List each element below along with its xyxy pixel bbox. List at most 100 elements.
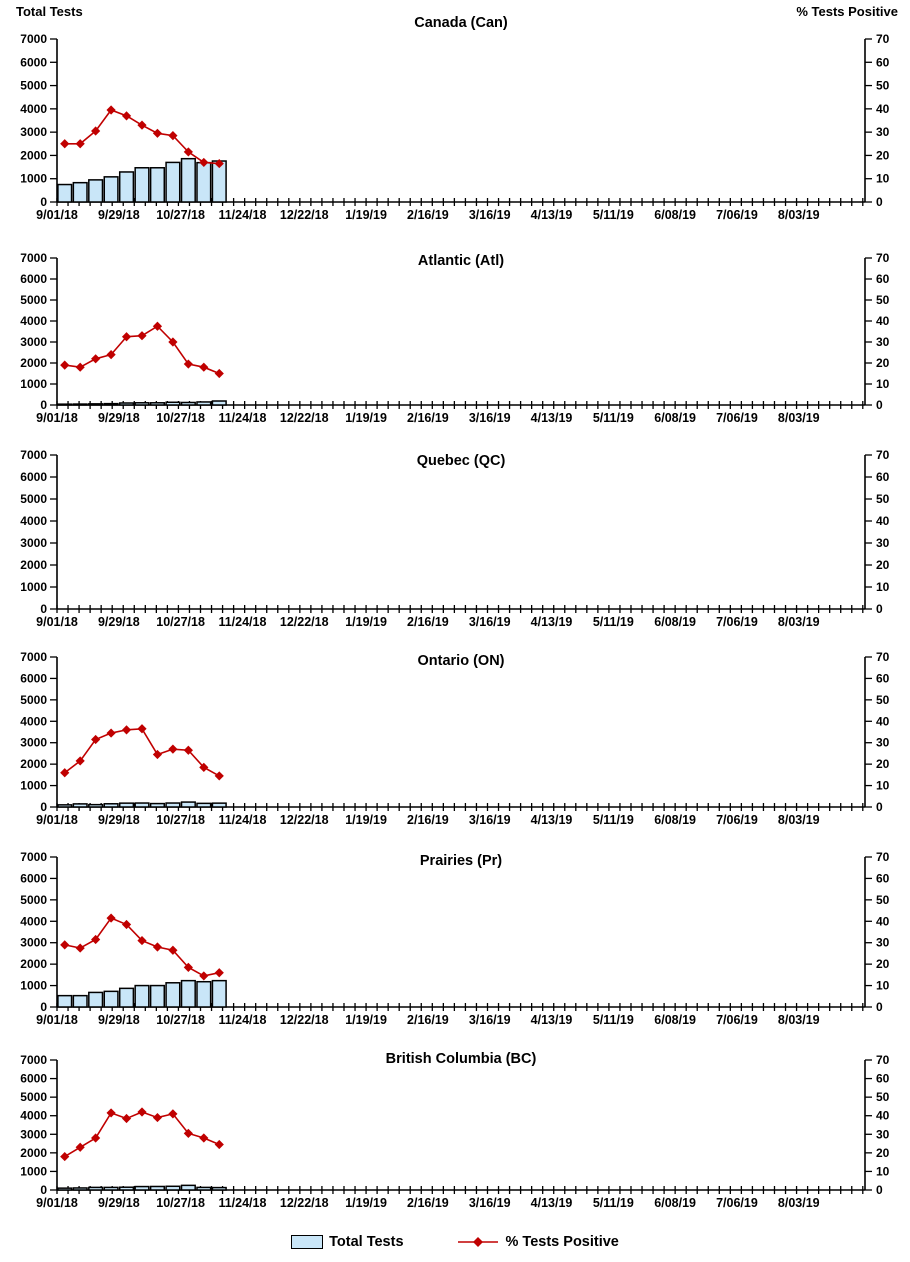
bar-week-5	[134, 1185, 150, 1191]
x-axis-label: 9/01/18	[36, 411, 78, 425]
line-marker-week-8	[183, 745, 193, 755]
bar-week-10	[211, 1186, 227, 1191]
line-marker-week-1	[75, 139, 85, 149]
left-tick-label: 2000	[20, 757, 47, 771]
left-tick-label: 5000	[20, 1090, 47, 1104]
line-marker-week-2	[91, 734, 101, 745]
pct-positive-line	[60, 1107, 224, 1162]
right-tick-label: 60	[876, 1072, 890, 1086]
left-tick-label: 7000	[20, 448, 47, 462]
bar-week-9	[196, 401, 212, 406]
line-marker-week-7	[168, 337, 178, 347]
chart-canada: Canada (Can) Total Tests % Tests Positive 0…	[0, 0, 910, 232]
x-axis-label: 10/27/18	[156, 615, 205, 629]
right-tick-label: 40	[876, 314, 890, 328]
line-marker-week-5	[137, 1107, 147, 1117]
right-tick-label: 20	[876, 558, 890, 572]
x-axis-label: 3/16/19	[469, 1013, 511, 1027]
chart-svg-3: Ontario (ON)0100020003000400050006000700…	[20, 650, 890, 827]
bar-swatch-icon	[291, 1235, 324, 1249]
line-marker-week-3	[106, 105, 116, 115]
bar-week-0	[57, 994, 73, 1008]
bar-week-7	[165, 982, 181, 1008]
bar-week-3	[103, 176, 119, 203]
left-tick-label: 6000	[20, 671, 47, 685]
left-tick-label: 4000	[20, 714, 47, 728]
right-tick-label: 0	[876, 800, 883, 814]
x-axis-label: 4/13/19	[531, 615, 573, 629]
line-marker-week-1	[75, 943, 85, 953]
x-axis-label: 3/16/19	[469, 208, 511, 222]
legend-label-pct-positive: % Tests Positive	[505, 1234, 619, 1250]
right-tick-label: 20	[876, 957, 890, 971]
bar-week-8	[180, 157, 196, 203]
chart-ontario: Ontario (ON) 0 1000 2000 3000 4000 5000 6000 700…	[0, 632, 910, 832]
line-marker-week-2	[91, 354, 101, 364]
chart-svg-4: Prairies (Pr) 0 1000 2000 3000 4000 5000 6000 70…	[20, 850, 890, 1027]
right-tick-label: 30	[876, 936, 890, 950]
chart-title: British Columbia (BC)	[386, 1051, 537, 1067]
right-tick-label: 20	[876, 148, 890, 162]
left-tick-label: 6000	[20, 272, 47, 286]
chart-prairies: Prairies (Pr) 0 1000 2000 3000 4000 5000 6000 70…	[0, 832, 910, 1032]
x-axis-label: 1/19/19	[345, 411, 387, 425]
bar-week-10	[211, 979, 227, 1008]
line-marker-week-7	[168, 1109, 178, 1119]
legend-item-pct-positive: % Tests Positive	[456, 1234, 619, 1250]
left-tick-label: 1000	[20, 580, 47, 594]
left-tick-label: 5000	[20, 293, 47, 307]
axis-ticks	[50, 38, 872, 206]
axis-ticks	[50, 656, 872, 811]
legend-item-total-tests: Total Tests	[291, 1234, 404, 1250]
x-axis-label: 12/22/18	[280, 208, 329, 222]
right-tick-label: 0	[876, 1183, 883, 1197]
x-axis-label: 5/11/19	[593, 1196, 634, 1210]
x-axis-label: 9/29/18	[98, 1196, 140, 1210]
line-marker-week-5	[137, 724, 147, 734]
right-tick-label: 30	[876, 335, 890, 349]
left-tick-label: 7000	[20, 650, 47, 664]
x-axis-label: 1/19/19	[345, 615, 387, 629]
line-marker-week-6	[152, 1112, 163, 1123]
axis-ticks	[50, 454, 872, 613]
line-marker-week-4	[121, 111, 132, 121]
left-tick-label: 7000	[20, 32, 47, 46]
x-axis-label: 5/11/19	[593, 813, 634, 827]
left-axis-title: Total Tests	[16, 4, 83, 19]
right-tick-label: 40	[876, 514, 890, 528]
bar-week-0	[57, 183, 73, 203]
line-marker-week-0	[60, 940, 70, 950]
line-marker-week-9	[199, 157, 209, 168]
chart-title: Atlantic (Atl)	[418, 253, 504, 269]
line-marker-week-10	[214, 968, 224, 978]
bar-week-3	[103, 803, 119, 808]
axes	[56, 657, 866, 808]
line-marker-week-2	[91, 1133, 101, 1143]
bar-week-0	[57, 804, 73, 808]
line-marker-week-8	[183, 359, 193, 369]
line-marker-week-8	[183, 147, 193, 157]
x-axis-label: 8/03/19	[778, 1196, 820, 1210]
right-tick-label: 50	[876, 293, 890, 307]
bar-week-4	[118, 1186, 135, 1191]
x-axis-label: 9/01/18	[36, 813, 78, 827]
bar-week-3	[103, 990, 119, 1008]
chart-title: Ontario (ON)	[418, 653, 505, 669]
bar-week-7	[165, 161, 181, 203]
bar-week-8	[180, 801, 196, 808]
right-tick-label: 50	[876, 1090, 890, 1104]
x-axis-label: 8/03/19	[778, 813, 820, 827]
x-axis-label: 11/24/18	[218, 411, 266, 425]
line-marker-week-6	[152, 749, 163, 760]
bar-week-6	[149, 402, 166, 406]
left-tick-label: 3000	[20, 1127, 47, 1141]
x-axis-label: 4/13/19	[531, 813, 573, 827]
right-tick-label: 50	[876, 693, 890, 707]
bar-week-2	[88, 991, 104, 1008]
bar-week-5	[134, 167, 150, 203]
x-axis-label: 3/16/19	[469, 813, 511, 827]
left-tick-label: 1000	[20, 172, 47, 186]
x-axis-label: 2/16/19	[407, 411, 449, 425]
right-tick-label: 0	[876, 1000, 883, 1014]
